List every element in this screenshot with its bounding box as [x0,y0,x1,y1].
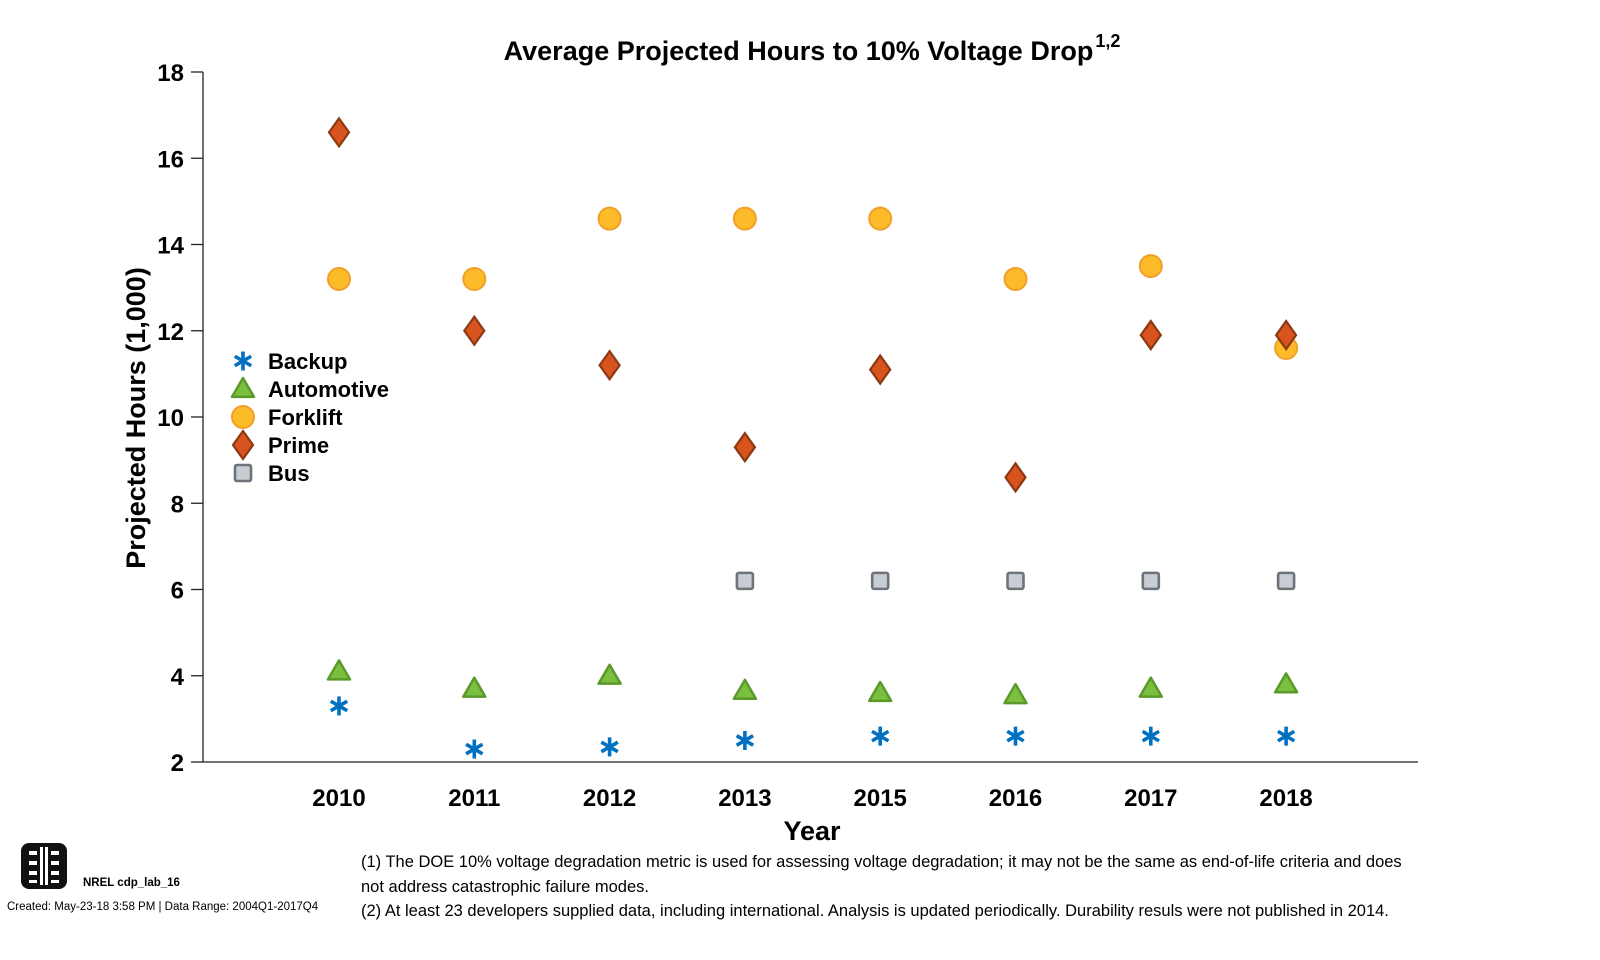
data-point-forklift [732,206,757,231]
x-tick-label: 2012 [583,785,636,812]
y-tick-label: 18 [157,60,184,87]
data-point-prime [868,353,892,386]
nrel-logo-icon [20,842,68,890]
y-tick-label: 6 [171,578,184,605]
legend-label: Bus [268,461,310,486]
data-point-prime [598,349,621,382]
data-point-bus [735,571,755,591]
legend-item-automotive: Automotive [230,376,389,402]
series-prime [327,116,1298,494]
data-marks [326,116,1299,759]
footnote-1-line-1: (1) The DOE 10% voltage degradation metr… [361,853,1402,871]
data-point-prime [327,116,351,149]
x-tick-label: 2018 [1259,785,1312,812]
chart-title: Average Projected Hours to 10% Voltage D… [504,31,1121,66]
data-point-backup [329,696,349,716]
data-point-automotive [732,678,758,701]
legend-marker-automotive-icon [230,376,256,399]
y-tick-label: 16 [157,146,184,173]
axes [191,71,1418,763]
data-point-automotive [867,680,893,703]
y-tick-label: 4 [171,664,185,691]
x-tick-label: 2015 [854,785,907,812]
data-point-bus [870,571,890,591]
data-point-automotive [1138,676,1164,698]
legend-label: Backup [268,349,347,374]
legend-label: Prime [268,433,329,458]
data-point-prime [1139,319,1163,351]
data-point-backup [1276,726,1296,746]
legend-label: Automotive [268,377,389,402]
legend-marker-bus-icon [233,463,253,483]
chart-title-text: Average Projected Hours to 10% Voltage D… [504,36,1094,66]
y-tick-label: 12 [157,319,184,346]
chart-title-superscript: 1,2 [1095,31,1120,51]
data-point-prime [733,431,757,464]
legend-item-backup: Backup [233,349,347,374]
y-axis-label: Projected Hours (1,000) [121,267,151,569]
legend: Backup Automotive Forklift Prime Bus [230,349,389,486]
data-point-forklift [1138,254,1163,279]
y-tick-label: 10 [157,405,184,432]
x-tick-label: 2017 [1124,785,1177,812]
legend-label: Forklift [268,405,343,430]
legend-marker-backup-icon [233,351,253,371]
legend-marker-prime-icon [231,429,255,461]
data-point-automotive [462,676,487,698]
y-tick-label: 14 [157,233,184,260]
data-point-automotive [1273,672,1299,694]
data-point-prime [462,314,486,347]
legend-item-prime: Prime [231,429,329,461]
legend-item-forklift: Forklift [231,405,343,430]
y-tick-label: 2 [171,750,184,777]
series-bus [735,571,1296,591]
data-point-prime [1274,319,1298,351]
data-point-backup [1006,726,1025,746]
data-point-forklift [462,267,487,291]
created-info: Created: May-23-18 3:58 PM | Data Range:… [7,901,319,913]
x-axis-label: Year [783,816,841,846]
tick-labels: 2 4 6 8 10 12 14 16 18 2010 2011 2012 2013 2015 2016 20… [157,60,1312,812]
x-tick-label: 2010 [312,785,365,812]
nrel-label: NREL cdp_lab_16 [83,877,180,889]
data-point-bus [1276,571,1296,591]
series-backup [329,696,1296,759]
legend-item-bus: Bus [233,461,310,486]
x-tick-label: 2011 [448,785,500,812]
data-point-automotive [326,659,352,681]
data-point-forklift [327,267,351,291]
data-point-automotive [597,663,622,685]
footnote-2: (2) At least 23 developers supplied data… [361,902,1389,920]
data-point-backup [600,737,619,757]
data-point-forklift [597,206,622,231]
y-tick-label: 8 [171,491,184,518]
data-point-backup [1141,726,1160,746]
data-point-backup [871,726,890,746]
data-point-backup [735,730,755,750]
data-point-backup [465,739,484,759]
data-point-forklift [1003,267,1028,291]
data-point-prime [1004,461,1027,494]
data-point-forklift [868,206,893,231]
series-forklift [327,206,1299,360]
x-tick-label: 2016 [989,785,1042,812]
data-point-automotive [1003,682,1028,705]
data-point-bus [1006,571,1025,591]
data-point-bus [1141,571,1161,591]
series-automotive [326,659,1299,705]
footnote-1-line-2: not address catastrophic failure modes. [361,878,649,896]
x-tick-label: 2013 [718,785,771,812]
legend-marker-forklift-icon [231,405,255,429]
